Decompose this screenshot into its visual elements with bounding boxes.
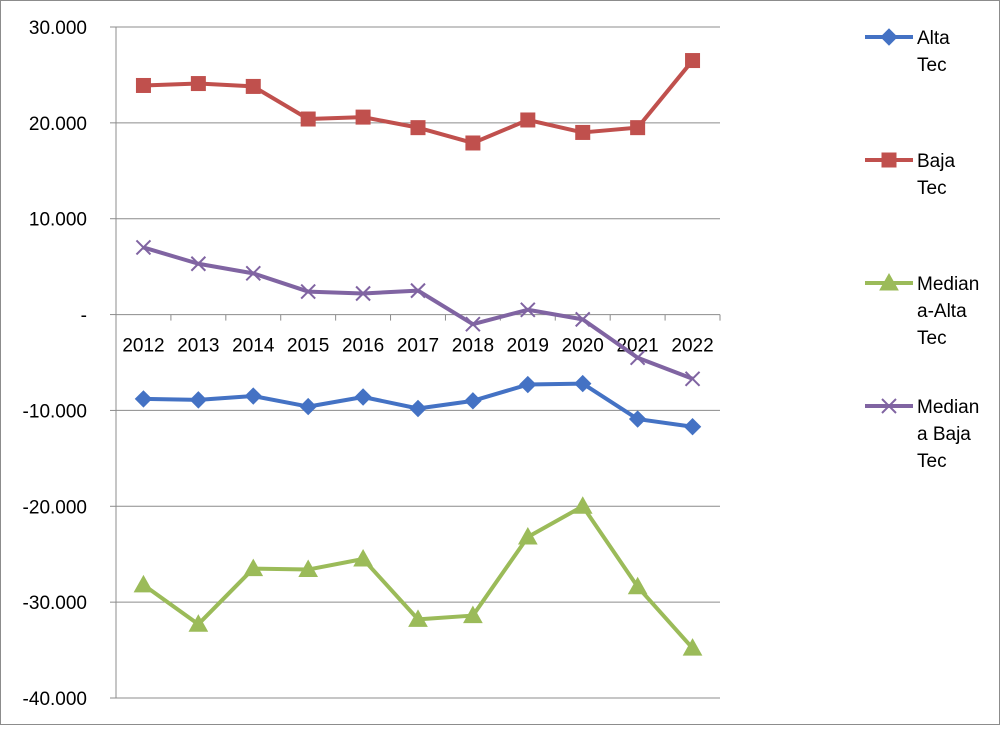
data-point [300, 283, 316, 300]
legend: Alta Tec Baja Tec Median a-Alta Tec Median a Baj… [865, 28, 979, 472]
legend-label: Median [917, 274, 979, 295]
legend-entry: Median a Baja Tec [865, 397, 979, 472]
data-point [189, 391, 208, 409]
y-tick-label: 30.000 [29, 18, 87, 39]
data-point [517, 526, 538, 545]
legend-label: Tec [917, 55, 947, 76]
x-axis-ticks: 2012 2013 2014 2015 2016 2017 2018 2019 2020 2021… [122, 336, 713, 357]
data-point [135, 77, 151, 93]
series-baja-tec [135, 53, 701, 151]
data-point [630, 120, 646, 136]
y-tick-label: -20.000 [23, 497, 87, 518]
data-point [629, 349, 646, 366]
data-point [134, 390, 153, 408]
data-point [135, 239, 152, 256]
data-point [298, 559, 319, 578]
data-point [245, 265, 261, 282]
y-tick-label: 20.000 [29, 114, 87, 135]
data-point [353, 548, 373, 567]
data-point [190, 256, 207, 272]
x-tick-label: 2018 [452, 336, 494, 357]
y-tick-label: -10.000 [23, 401, 87, 422]
x-tick-label: 2012 [122, 336, 164, 357]
x-tick-label: 2020 [562, 336, 604, 357]
legend-label: Tec [917, 328, 947, 349]
legend-entry: Alta Tec [865, 28, 950, 76]
legend-label: Tec [917, 451, 947, 472]
legend-swatch-marker [879, 272, 899, 291]
legend-label: a-Alta [917, 301, 967, 322]
data-point [299, 397, 317, 416]
data-point [465, 316, 481, 332]
data-point [628, 410, 647, 428]
legend-entry: Baja Tec [865, 151, 955, 199]
data-point [519, 375, 537, 394]
legend-swatch-marker [880, 28, 898, 46]
x-tick-label: 2013 [177, 336, 219, 357]
data-point [682, 638, 703, 656]
legend-label: Tec [917, 178, 947, 199]
x-tick-label: 2014 [232, 336, 275, 357]
data-point [244, 387, 262, 405]
data-point [133, 574, 154, 593]
legend-swatch-marker [881, 152, 897, 168]
y-tick-label: -30.000 [23, 593, 87, 614]
legend-entry: Median a-Alta Tec [865, 272, 979, 349]
gridlines [110, 26, 720, 699]
data-point [354, 388, 372, 406]
x-tick-label: 2022 [671, 336, 713, 357]
data-point [575, 311, 591, 328]
series-alta-tec [134, 374, 702, 436]
legend-label: a Baja [917, 424, 971, 445]
data-point [190, 76, 206, 92]
data-point [685, 53, 701, 69]
data-point [520, 112, 536, 128]
legend-label: Baja [917, 151, 955, 172]
data-point [410, 282, 426, 299]
data-point [300, 111, 316, 127]
data-point [245, 78, 261, 94]
y-tick-label: 10.000 [29, 210, 87, 231]
data-point [683, 418, 702, 436]
series-mediana-alta-tec [133, 496, 703, 656]
data-point [574, 374, 592, 393]
data-point [188, 614, 209, 632]
data-point [243, 558, 264, 577]
data-point [408, 609, 428, 627]
x-tick-label: 2019 [507, 336, 549, 357]
y-tick-label: -40.000 [23, 689, 87, 710]
data-point [463, 605, 483, 624]
data-point [520, 302, 536, 318]
data-point [465, 135, 481, 151]
y-axis-ticks: 30.000 20.000 10.000 - -10.000 -20.000 -30.000… [23, 18, 87, 710]
data-point [409, 399, 427, 418]
data-point [575, 124, 591, 140]
data-point [355, 285, 371, 302]
series-line [142, 245, 694, 381]
data-point [410, 120, 426, 136]
data-point [684, 371, 701, 387]
x-tick-label: 2015 [287, 336, 329, 357]
data-point [572, 496, 593, 514]
data-point [355, 109, 371, 125]
y-tick-label: - [81, 306, 87, 327]
x-tick-label: 2016 [342, 336, 384, 357]
data-point [627, 576, 648, 595]
series [133, 53, 703, 656]
x-tick-label: 2017 [397, 336, 439, 357]
data-point [464, 392, 482, 410]
series-mediana-baja-tec [135, 239, 701, 387]
legend-label: Median [917, 397, 979, 418]
legend-label: Alta [917, 28, 950, 49]
legend-swatch-marker [881, 398, 897, 414]
